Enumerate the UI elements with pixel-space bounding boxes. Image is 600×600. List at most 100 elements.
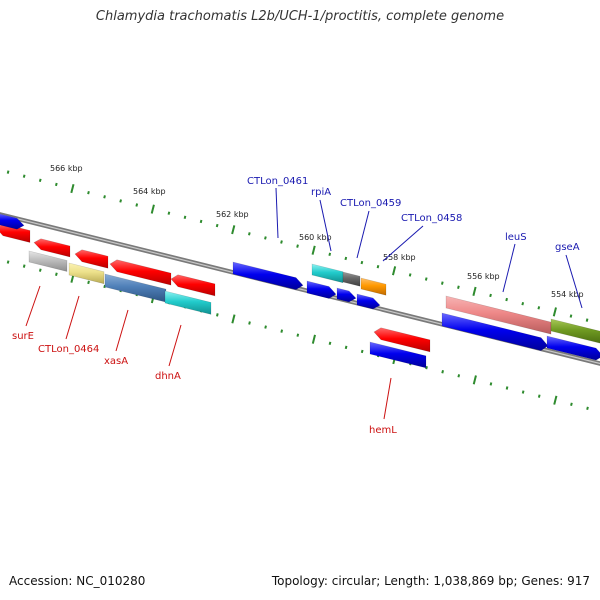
- gene-label-forward-leader: [382, 225, 424, 262]
- scale-tick-inner: [38, 268, 42, 272]
- scale-tick-inner: [570, 402, 573, 406]
- separator: ;: [376, 574, 385, 588]
- gene-label-forward: gseA: [555, 242, 580, 253]
- gene-arrow: [445, 295, 552, 335]
- genome-stats: Topology: circular; Length: 1,038,869 bp…: [272, 574, 590, 588]
- gene-label-forward: CTLon_0461: [247, 176, 308, 187]
- gene-arrow: [0, 213, 25, 230]
- scale-label: 566 kbp: [50, 164, 83, 173]
- scale-tick-inner: [231, 314, 236, 324]
- scale-tick-outer: [311, 245, 316, 255]
- scale-label: 564 kbp: [133, 187, 166, 196]
- topology-label: Topology: circular: [271, 574, 377, 588]
- scale-tick-outer: [344, 256, 348, 261]
- scale-tick-outer: [521, 301, 525, 306]
- gene-arrow: [68, 262, 105, 285]
- scale-label: 560 kbp: [299, 233, 332, 242]
- scale-tick-outer: [489, 293, 492, 298]
- scale-tick-outer: [360, 260, 364, 265]
- scale-tick-inner: [586, 406, 589, 411]
- gene-label-forward-leader: [275, 187, 279, 239]
- scale-tick-inner: [103, 284, 107, 289]
- gene-label-forward-leader: [356, 210, 370, 259]
- scale-tick-outer: [199, 219, 203, 224]
- scale-tick-outer: [457, 285, 460, 289]
- scale-tick-outer: [22, 174, 26, 178]
- scale-tick-inner: [296, 333, 300, 337]
- gene-label-reverse: dhnA: [155, 371, 181, 382]
- gene-arrow: [33, 238, 71, 258]
- scale-tick-outer: [247, 232, 251, 236]
- scale-tick-inner: [264, 325, 267, 329]
- gene-arrow: [360, 277, 387, 296]
- gene-label-reverse: xasA: [104, 356, 128, 367]
- scale-tick-inner: [489, 382, 493, 386]
- scale-tick-outer: [150, 204, 155, 214]
- gene-label-reverse-leader: [25, 285, 41, 327]
- scale-tick-outer: [264, 236, 267, 240]
- scale-label: 562 kbp: [216, 210, 249, 219]
- gene-label-forward: rpiA: [311, 187, 331, 198]
- genes-label: Genes: 917: [521, 574, 590, 588]
- scale-tick-inner: [311, 334, 316, 344]
- scale-tick-inner: [505, 386, 509, 390]
- scale-tick-inner: [537, 394, 541, 398]
- gene-label-reverse-leader: [115, 309, 129, 352]
- length-label: Length: 1,038,869 bp: [384, 574, 514, 588]
- gene-arrow: [369, 341, 427, 369]
- gene-label-forward: leuS: [505, 232, 527, 243]
- scale-tick-inner: [472, 375, 477, 385]
- gene-label-forward: CTLon_0458: [401, 213, 462, 224]
- scale-tick-inner: [87, 280, 90, 285]
- scale-tick-outer: [103, 195, 106, 199]
- scale-tick-inner: [328, 341, 332, 346]
- gene-label-forward-leader: [502, 243, 516, 293]
- scale-tick-outer: [391, 266, 397, 276]
- gene-arrow: [373, 327, 431, 353]
- scale-tick-outer: [167, 211, 171, 215]
- gene-label-reverse-leader: [383, 377, 392, 420]
- scale-tick-inner: [457, 374, 461, 378]
- scale-tick-inner: [553, 395, 558, 405]
- gene-label-reverse: CTLon_0464: [38, 344, 99, 355]
- scale-tick-outer: [585, 318, 589, 322]
- scale-tick-inner: [441, 370, 445, 374]
- scale-label: 554 kbp: [551, 290, 584, 299]
- gene-arrow: [356, 293, 381, 310]
- gene-arrow: [164, 290, 212, 315]
- scale-tick-outer: [424, 277, 428, 281]
- gene-arrow: [74, 249, 109, 269]
- scale-tick-outer: [296, 244, 299, 248]
- scale-label: 558 kbp: [383, 253, 416, 262]
- gene-arrow: [336, 287, 357, 303]
- scale-tick-outer: [537, 306, 541, 310]
- page-title: Chlamydia trachomatis L2b/UCH-1/proctiti…: [95, 9, 505, 24]
- gene-label-reverse-leader: [168, 324, 182, 367]
- scale-tick-outer: [280, 240, 283, 244]
- scale-tick-inner: [280, 329, 284, 333]
- gene-arrow: [342, 271, 361, 287]
- gene-arrow: [28, 250, 68, 272]
- scale-tick-outer: [231, 225, 236, 235]
- gene-label-forward-leader: [319, 199, 332, 252]
- gene-arrow: [170, 274, 216, 297]
- scale-tick-outer: [408, 273, 412, 277]
- scale-tick-outer: [38, 178, 42, 183]
- scale-tick-inner: [22, 264, 26, 268]
- scale-tick-outer: [376, 264, 380, 269]
- gene-arrow: [550, 318, 600, 344]
- scale-tick-outer: [215, 223, 219, 228]
- scale-tick-outer: [552, 307, 557, 317]
- scale-tick-outer: [328, 252, 332, 257]
- gene-label-reverse: hemL: [369, 425, 397, 436]
- scale-tick-inner: [360, 349, 364, 354]
- scale-tick-outer: [569, 314, 573, 318]
- scale-tick-outer: [135, 203, 139, 207]
- scale-tick-inner: [6, 260, 10, 264]
- gene-arrow: [0, 223, 31, 243]
- gene-arrow: [306, 280, 337, 299]
- gene-label-forward-leader: [565, 254, 583, 309]
- scale-tick-outer: [54, 182, 58, 187]
- scale-tick-outer: [70, 183, 75, 194]
